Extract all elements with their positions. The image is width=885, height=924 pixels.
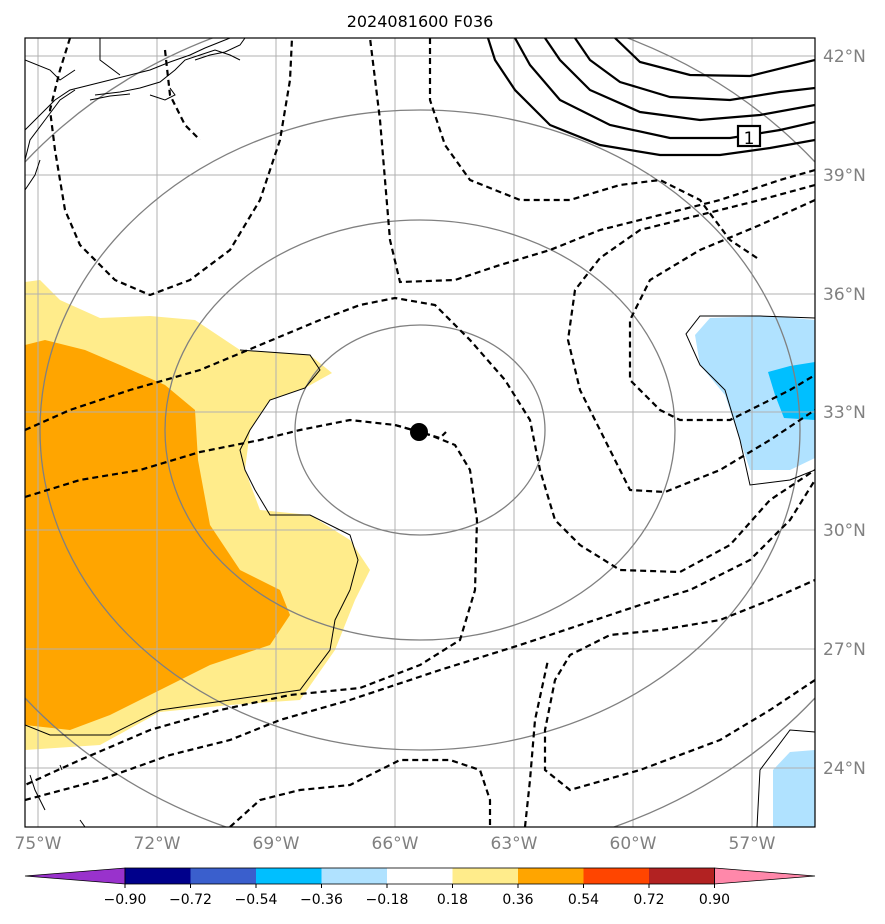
solid-contour-1 <box>486 38 815 157</box>
bermuda-region-boundary <box>25 349 359 736</box>
contour-nw <box>48 38 294 297</box>
solid-contour-2 <box>514 38 815 140</box>
colorbar: −0.90 −0.72 −0.54 −0.36 −0.18 0.18 0.36 0.54 0.7… <box>24 867 816 908</box>
negative-anomaly-region <box>695 316 815 827</box>
colorbar-segment <box>125 868 191 884</box>
colorbar-segment <box>649 868 715 884</box>
colorbar-segment <box>321 868 387 884</box>
contour-east <box>628 198 815 422</box>
colorbar-tick-label: 0.36 <box>502 892 533 908</box>
colorbar-tick-label: −0.54 <box>235 892 278 908</box>
colorbar-frame <box>124 867 715 885</box>
lat-label-42: 42°N <box>823 47 866 67</box>
colorbar-tick-label: 0.90 <box>699 892 730 908</box>
lat-label-24: 24°N <box>823 759 866 779</box>
lat-label-39: 39°N <box>823 166 866 186</box>
range-ring-2 <box>164 219 676 641</box>
dashed-contours <box>25 38 815 827</box>
contour-south <box>25 479 815 802</box>
colorbar-tick-label: 0.72 <box>633 892 664 908</box>
lat-label-27: 27°N <box>823 640 866 660</box>
range-rings <box>25 38 815 827</box>
bahamas <box>29 764 86 827</box>
nj-coast <box>25 89 76 161</box>
long-island <box>89 93 131 101</box>
graticule <box>25 38 815 827</box>
colorbar-segment <box>452 868 518 884</box>
contour-n <box>163 38 815 284</box>
colorbar-tick-label: −0.72 <box>169 892 212 908</box>
us-east-coast <box>25 38 231 131</box>
maine-border <box>99 38 121 76</box>
contour-center-hook <box>394 423 447 440</box>
lon-label-63: 63°W <box>491 834 538 854</box>
contour-core <box>25 418 479 787</box>
southeast-region-boundary <box>756 729 815 827</box>
map-title: 2024081600 F036 <box>347 12 494 31</box>
map-frame <box>24 37 816 828</box>
storm-center-marker <box>410 423 428 441</box>
colorbar-tick-label: −0.90 <box>104 892 147 908</box>
lon-label-60: 60°W <box>610 834 657 854</box>
contour-label: 1 <box>744 129 755 149</box>
colorbar-segment <box>518 868 584 884</box>
colorbar-tick-label: 0.54 <box>568 892 599 908</box>
cyan-shading <box>768 362 815 420</box>
delmarva <box>25 159 41 191</box>
lat-label-30: 30°N <box>823 521 866 541</box>
colorbar-tick-label: −0.18 <box>366 892 409 908</box>
solid-contours <box>486 38 815 157</box>
lon-label-75: 75°W <box>15 834 62 854</box>
colorbar-segment <box>583 868 649 884</box>
colorbar-tick-label: 0.18 <box>437 892 468 908</box>
light-blue-shading-south <box>773 750 815 827</box>
colorbar-tick-label: −0.36 <box>300 892 343 908</box>
contour-inner <box>25 296 815 574</box>
lon-label-66: 66°W <box>372 834 419 854</box>
lon-label-57: 57°W <box>729 834 776 854</box>
nova-scotia <box>194 38 246 61</box>
colorbar-segment <box>387 868 453 884</box>
coastlines <box>25 38 815 827</box>
lon-labels: 75°W 72°W 69°W 66°W 63°W 60°W 57°W <box>15 834 776 854</box>
colorbar-extend-max <box>714 867 816 885</box>
solid-contour-3 <box>544 38 815 122</box>
inland-border <box>25 59 76 81</box>
lon-label-72: 72°W <box>134 834 181 854</box>
contour-sw <box>229 758 492 827</box>
range-ring-3 <box>39 109 801 751</box>
contour-s2 <box>523 659 550 827</box>
solid-contour-5 <box>614 38 815 78</box>
colorbar-extend-min <box>24 867 126 885</box>
colorbar-segment <box>256 868 322 884</box>
range-ring-1 <box>294 324 546 536</box>
east-region-boundary <box>685 315 815 486</box>
cape-cod <box>149 87 176 101</box>
lon-label-69: 69°W <box>253 834 300 854</box>
lat-label-36: 36°N <box>823 285 866 305</box>
colorbar-segment <box>190 868 256 884</box>
solid-contour-4 <box>574 38 815 102</box>
lat-labels: 42°N 39°N 36°N 33°N 30°N 27°N 24°N <box>823 47 866 779</box>
lat-label-33: 33°N <box>823 403 866 423</box>
light-blue-shading <box>695 316 815 470</box>
